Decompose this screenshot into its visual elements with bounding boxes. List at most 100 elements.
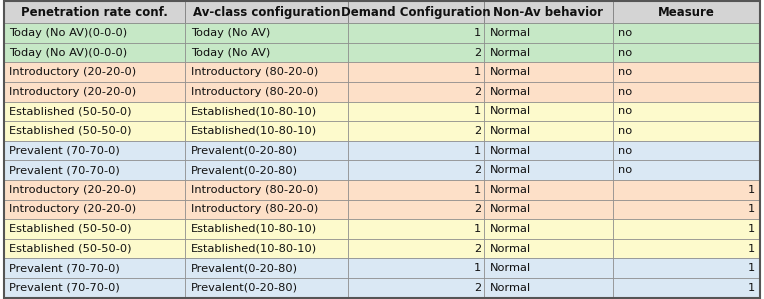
Bar (186, 199, 348, 219)
Bar (4, 62, 186, 82)
Bar (348, 219, 484, 239)
Text: Measure: Measure (658, 6, 715, 19)
Bar (613, 219, 760, 239)
Text: 1: 1 (748, 204, 755, 214)
Text: Normal: Normal (490, 87, 530, 97)
Bar (484, 141, 613, 160)
Text: Introductory (20-20-0): Introductory (20-20-0) (9, 204, 136, 214)
Text: Introductory (80-20-0): Introductory (80-20-0) (191, 87, 318, 97)
Bar (348, 62, 484, 82)
Bar (186, 180, 348, 199)
Bar (186, 1, 348, 23)
Bar (613, 101, 760, 121)
Bar (186, 160, 348, 180)
Text: Prevalent(0-20-80): Prevalent(0-20-80) (191, 283, 298, 293)
Bar (186, 258, 348, 278)
Text: Established(10-80-10): Established(10-80-10) (191, 243, 317, 254)
Bar (186, 278, 348, 298)
Bar (186, 62, 348, 82)
Bar (613, 141, 760, 160)
Text: 1: 1 (474, 67, 481, 77)
Bar (348, 278, 484, 298)
Text: Normal: Normal (490, 106, 530, 116)
Text: no: no (618, 146, 633, 155)
Bar (613, 43, 760, 62)
Text: 1: 1 (474, 146, 481, 155)
Text: Normal: Normal (490, 48, 530, 57)
Bar (186, 121, 348, 141)
Text: 2: 2 (474, 283, 481, 293)
Text: Established(10-80-10): Established(10-80-10) (191, 106, 317, 116)
Bar (186, 43, 348, 62)
Bar (348, 141, 484, 160)
Text: 2: 2 (474, 48, 481, 57)
Bar (4, 141, 186, 160)
Text: Established (50-50-0): Established (50-50-0) (9, 224, 131, 234)
Text: 1: 1 (748, 224, 755, 234)
Text: Prevalent(0-20-80): Prevalent(0-20-80) (191, 263, 298, 273)
Text: 1: 1 (748, 283, 755, 293)
Text: Prevalent(0-20-80): Prevalent(0-20-80) (191, 165, 298, 175)
Text: 1: 1 (474, 106, 481, 116)
Bar (4, 199, 186, 219)
Text: Normal: Normal (490, 243, 530, 254)
Text: 1: 1 (748, 263, 755, 273)
Text: Introductory (20-20-0): Introductory (20-20-0) (9, 185, 136, 195)
Text: 2: 2 (474, 126, 481, 136)
Bar (484, 1, 613, 23)
Text: 1: 1 (474, 185, 481, 195)
Bar (613, 239, 760, 258)
Text: 1: 1 (474, 263, 481, 273)
Text: Today (No AV)(0-0-0): Today (No AV)(0-0-0) (9, 28, 128, 38)
Text: Normal: Normal (490, 283, 530, 293)
Text: 2: 2 (474, 243, 481, 254)
Bar (4, 239, 186, 258)
Bar (4, 23, 186, 43)
Bar (4, 160, 186, 180)
Bar (4, 219, 186, 239)
Text: Introductory (80-20-0): Introductory (80-20-0) (191, 204, 318, 214)
Text: Prevalent (70-70-0): Prevalent (70-70-0) (9, 165, 120, 175)
Bar (613, 199, 760, 219)
Bar (613, 180, 760, 199)
Text: Introductory (20-20-0): Introductory (20-20-0) (9, 67, 136, 77)
Text: 1: 1 (748, 185, 755, 195)
Bar (484, 101, 613, 121)
Bar (186, 141, 348, 160)
Bar (4, 121, 186, 141)
Text: no: no (618, 126, 633, 136)
Bar (613, 258, 760, 278)
Bar (484, 82, 613, 101)
Bar (348, 160, 484, 180)
Text: Established(10-80-10): Established(10-80-10) (191, 224, 317, 234)
Text: Today (No AV): Today (No AV) (191, 28, 270, 38)
Bar (484, 258, 613, 278)
Text: no: no (618, 165, 633, 175)
Bar (613, 1, 760, 23)
Text: 1: 1 (474, 28, 481, 38)
Text: no: no (618, 28, 633, 38)
Bar (484, 43, 613, 62)
Bar (348, 199, 484, 219)
Bar (613, 278, 760, 298)
Bar (484, 278, 613, 298)
Text: Normal: Normal (490, 165, 530, 175)
Text: 2: 2 (474, 165, 481, 175)
Text: Normal: Normal (490, 67, 530, 77)
Bar (484, 62, 613, 82)
Bar (348, 239, 484, 258)
Text: 2: 2 (474, 87, 481, 97)
Bar (613, 121, 760, 141)
Text: Established (50-50-0): Established (50-50-0) (9, 126, 131, 136)
Bar (484, 239, 613, 258)
Bar (484, 199, 613, 219)
Bar (4, 258, 186, 278)
Bar (348, 258, 484, 278)
Bar (613, 62, 760, 82)
Bar (348, 82, 484, 101)
Bar (484, 160, 613, 180)
Bar (613, 82, 760, 101)
Text: no: no (618, 67, 633, 77)
Text: Established(10-80-10): Established(10-80-10) (191, 126, 317, 136)
Text: Av-class configuration: Av-class configuration (193, 6, 341, 19)
